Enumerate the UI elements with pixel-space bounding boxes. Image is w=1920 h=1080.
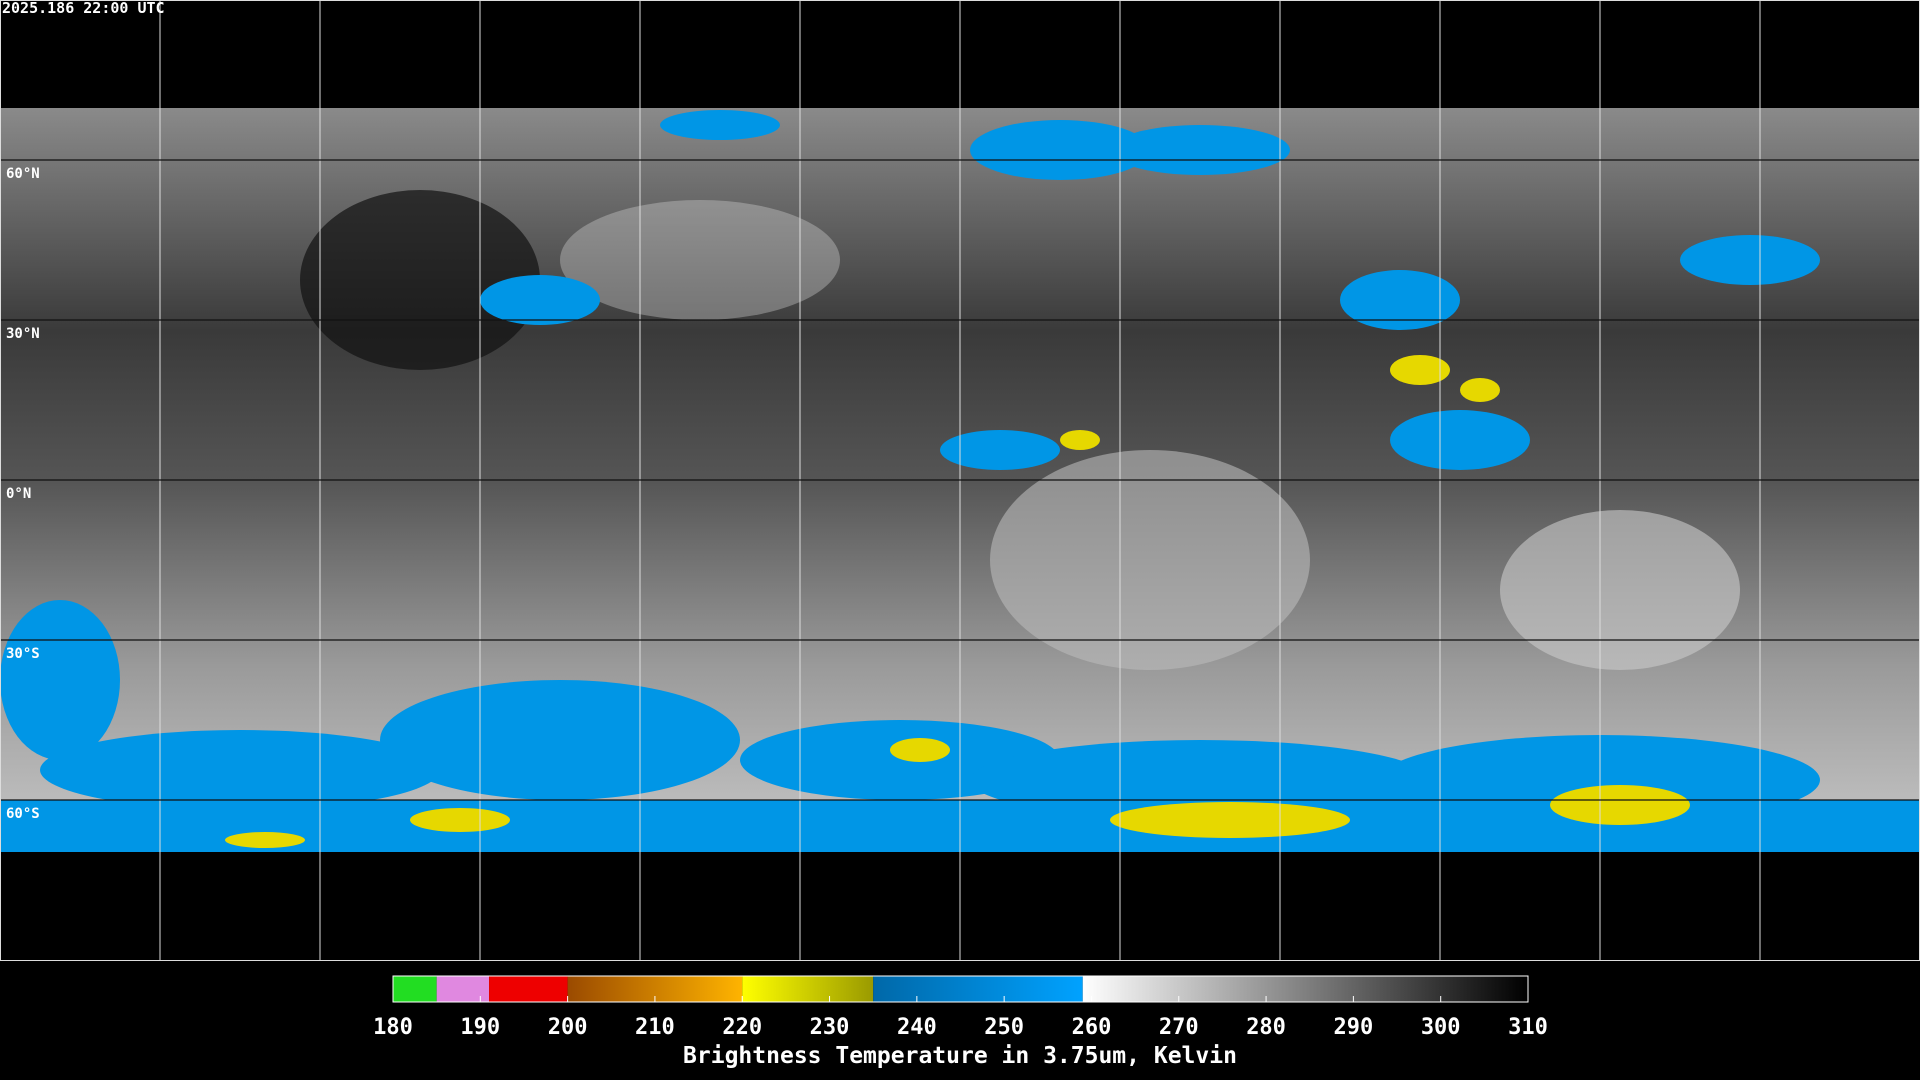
colorbar-tick-label: 270 [1159, 1015, 1199, 1040]
colorbar-title: Brightness Temperature in 3.75um, Kelvin [683, 1043, 1237, 1069]
latitude-label: 60°N [6, 166, 40, 182]
colorbar: 180 190 200 210 220 230 240 250 260 270 280 290 300 3… [373, 975, 1548, 1040]
latitude-label: 0°N [6, 486, 31, 502]
colorbar-frame [392, 975, 1529, 1003]
colorbar-tick-label: 260 [1072, 1015, 1112, 1040]
colorbar-segment [873, 976, 1083, 1002]
colorbar-tick-label: 190 [460, 1015, 500, 1040]
colorbar-tick-label: 220 [722, 1015, 762, 1040]
colorbar-tick-label: 240 [897, 1015, 937, 1040]
timestamp: 2025.186 22:00 UTC [2, 0, 165, 17]
colorbar-tick-label: 280 [1246, 1015, 1286, 1040]
colorbar-segment [1082, 976, 1528, 1002]
colorbar-tick-label: 180 [373, 1015, 413, 1040]
colorbar-tick-label: 290 [1334, 1015, 1374, 1040]
colorbar-segment [436, 976, 490, 1002]
colorbar-segment [742, 976, 874, 1002]
latitude-label: 30°N [6, 326, 40, 342]
colorbar-segment [489, 976, 568, 1002]
colorbar-tick-label: 210 [635, 1015, 675, 1040]
latitude-label: 30°S [6, 646, 40, 662]
latitude-label: 60°S [6, 806, 40, 822]
colorbar-segment [393, 976, 437, 1002]
colorbar-tick-label: 250 [984, 1015, 1024, 1040]
colorbar-tick-label: 230 [810, 1015, 850, 1040]
colorbar-tick-label: 200 [548, 1015, 588, 1040]
colorbar-tick-label: 300 [1421, 1015, 1461, 1040]
colorbar-tick-label: 310 [1508, 1015, 1548, 1040]
